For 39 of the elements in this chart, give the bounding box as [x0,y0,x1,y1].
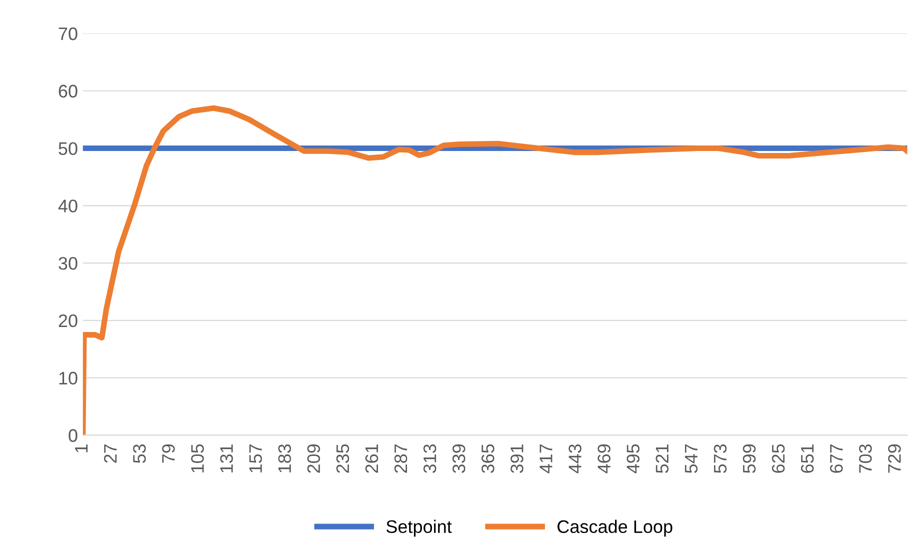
x-tick-label: 391 [510,444,524,474]
legend-label: Cascade Loop [558,520,672,537]
x-tick-label: 625 [772,444,785,473]
x-tick-label: 703 [859,444,872,473]
x-tick-label: 287 [394,444,408,473]
x-tick-label: 443 [568,444,582,474]
x-tick-label: 27 [104,444,117,463]
x-tick-label: 339 [452,444,466,474]
x-tick-label: 365 [482,444,494,474]
x-tick-label: 53 [133,444,146,463]
x-tick-label: 469 [598,444,610,474]
x-tick-label: 235 [336,444,350,473]
x-tick-label: 729 [888,444,901,473]
x-tick-label: 79 [162,444,175,463]
x-tick-label: 495 [626,444,640,474]
x-tick-label: 261 [365,444,378,473]
x-tick-label: 417 [540,444,552,474]
x-tick-label: 131 [220,444,233,472]
y-tick-label: 60 [58,84,78,98]
x-tick-label: 183 [278,444,292,472]
y-tick-label: 40 [58,200,78,212]
x-tick-label: 547 [684,444,698,473]
x-tick-label: 1 [75,444,88,452]
x-tick-label: 599 [742,444,756,473]
y-tick-label: 50 [58,142,78,155]
y-tick-label: 20 [58,314,78,328]
x-tick-label: 157 [249,444,262,472]
y-tick-label: 10 [59,372,78,385]
x-tick-label: 313 [423,444,436,474]
y-tick-label: 70 [58,27,78,40]
x-tick-label: 105 [191,444,204,472]
x-tick-label: 209 [307,444,320,473]
x-tick-label: 677 [830,444,843,473]
y-tick-label: 0 [68,429,78,442]
y-tick-label: 30 [58,256,78,270]
x-tick-label: 651 [800,444,814,473]
x-tick-label: 573 [714,444,727,473]
legend-label: Setpoint [386,520,452,537]
x-tick-label: 521 [656,444,669,473]
